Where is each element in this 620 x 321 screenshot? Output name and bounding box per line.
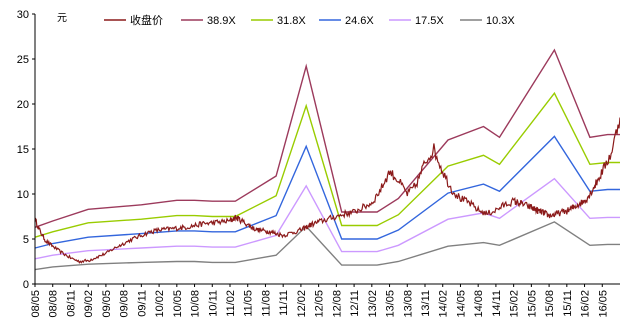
- x-tick-label: 10/08: [190, 290, 202, 318]
- x-tick-label: 11/02: [225, 290, 237, 317]
- x-tick-label: 14/08: [473, 290, 485, 318]
- x-tick-label: 09/05: [101, 290, 113, 318]
- x-tick-label: 12/11: [349, 290, 361, 317]
- x-tick-label: 13/11: [420, 290, 432, 317]
- y-tick-label: 20: [17, 99, 29, 111]
- legend-label: 24.6X: [345, 15, 374, 27]
- legend-label: 31.8X: [277, 15, 306, 27]
- legend-label: 38.9X: [207, 15, 236, 27]
- x-tick-label: 11/08: [261, 290, 273, 317]
- x-tick-label: 10/11: [207, 290, 219, 317]
- x-tick-label: 08/05: [30, 290, 42, 318]
- x-tick-label: 10/05: [172, 290, 184, 318]
- x-tick-label: 12/08: [331, 290, 343, 318]
- x-tick-label: 14/11: [491, 290, 503, 317]
- legend-label: 17.5X: [415, 15, 444, 27]
- y-tick-label: 30: [17, 9, 29, 21]
- y-tick-label: 0: [23, 279, 29, 291]
- y-tick-label: 10: [17, 189, 29, 201]
- x-tick-label: 15/05: [526, 290, 538, 318]
- x-tick-label: 09/11: [136, 290, 148, 317]
- series-line-10-3x: [34, 221, 620, 271]
- x-tick-label: 13/05: [385, 290, 397, 318]
- x-tick-label: 11/11: [278, 290, 290, 316]
- x-tick-label: 08/08: [48, 290, 60, 318]
- axes: 0 5 10 15 20 25 30 元 08/05 08/08 08/11 09/02 09/05 09…: [17, 9, 620, 318]
- x-tick-label: 14/05: [456, 290, 468, 318]
- x-tick-label: 16/02: [580, 290, 592, 318]
- x-tick-label: 15/11: [562, 290, 574, 317]
- series-line-38-9x: [34, 48, 620, 228]
- x-tick-label: 11/05: [243, 290, 255, 317]
- series-line-close-price: [34, 117, 620, 264]
- y-tick-label: 5: [23, 234, 29, 246]
- x-tick-label: 15/08: [544, 290, 556, 318]
- legend-label: 10.3X: [486, 15, 515, 27]
- x-tick-label: 10/02: [154, 290, 166, 318]
- x-tick-label: 14/02: [438, 290, 450, 318]
- series-line-17-5x: [34, 177, 620, 260]
- x-tick-label: 09/08: [119, 290, 131, 318]
- legend: 收盘价 38.9X 31.8X 24.6X 17.5X 10.3X: [104, 13, 515, 27]
- plot-area: [34, 48, 620, 271]
- legend-label: 收盘价: [130, 13, 163, 27]
- x-tick-label: 09/02: [83, 290, 95, 318]
- y-tick-label: 15: [17, 144, 29, 156]
- x-tick-label: 13/02: [367, 290, 379, 318]
- x-tick-label: 08/11: [66, 290, 78, 317]
- x-tick-label: 13/08: [402, 290, 414, 318]
- x-tick-label: 12/05: [314, 290, 326, 318]
- series-line-31-8x: [34, 91, 620, 238]
- y-tick-label: 25: [17, 54, 29, 66]
- y-axis-unit-label: 元: [57, 13, 67, 24]
- x-tick-label: 12/02: [296, 290, 308, 318]
- x-tick-label: 16/05: [597, 290, 609, 318]
- x-tick-label: 15/02: [509, 290, 521, 318]
